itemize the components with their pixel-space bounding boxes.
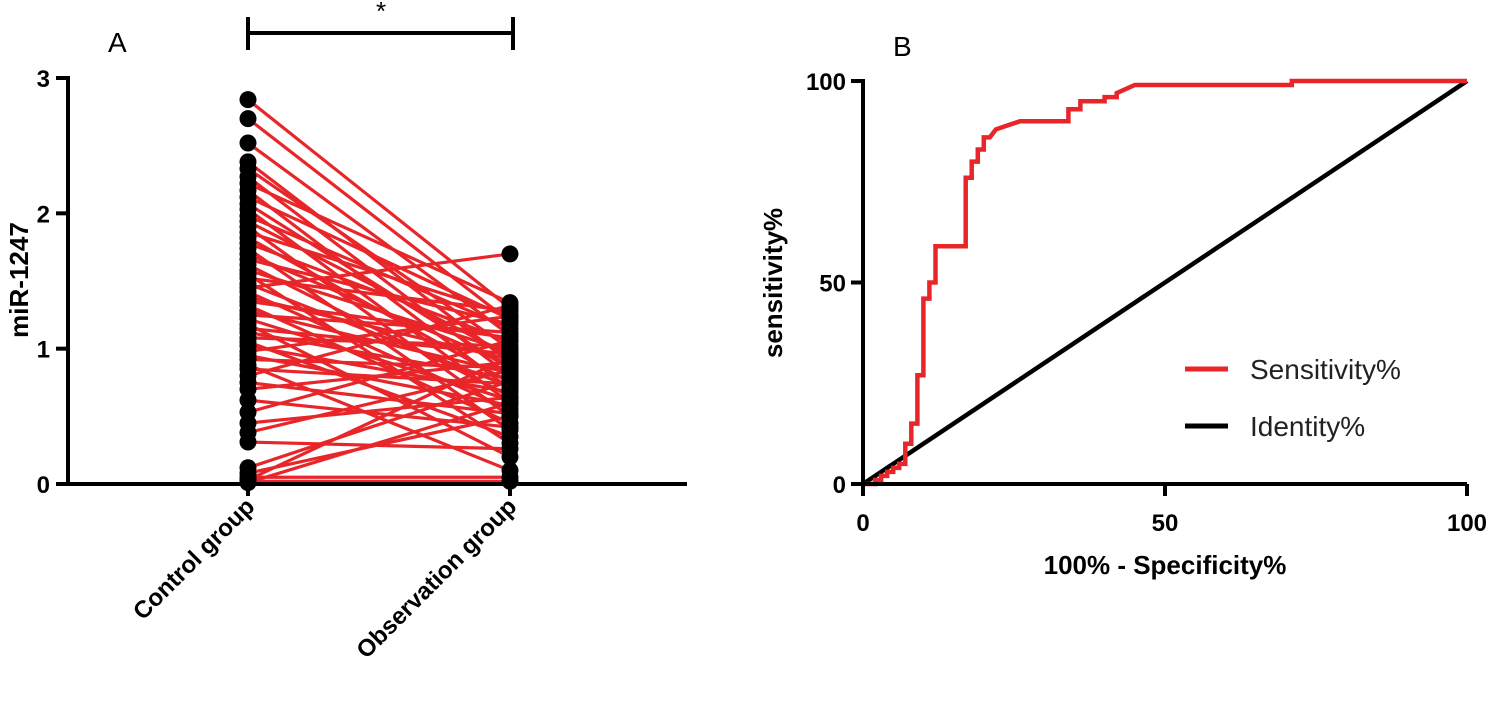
a-y-ticks: 0 1 2 3 <box>37 66 68 499</box>
pair-line-37 <box>247 340 511 439</box>
b-y-tick-label-0: 0 <box>833 472 846 499</box>
observation-point-44 <box>501 296 519 314</box>
pair-line-14 <box>247 230 511 317</box>
legend-label-1: Identity% <box>1250 411 1365 442</box>
pair-line-6 <box>247 182 511 305</box>
pair-line-57 <box>247 401 511 485</box>
pair-line-48 <box>247 339 511 414</box>
b-x-tick-label-100: 100 <box>1447 510 1487 537</box>
significance-label: * <box>376 0 386 26</box>
pair-line-31 <box>247 313 511 335</box>
pair-line-47 <box>247 398 511 429</box>
pair-line-19 <box>247 257 511 326</box>
observation-point-52 <box>501 372 519 390</box>
panel-b-label: B <box>893 31 912 62</box>
b-y-axis-title: sensitivity% <box>758 208 788 358</box>
b-y-tick-label-100: 100 <box>806 69 846 96</box>
pair-line-2 <box>247 141 511 337</box>
a-y-tick-label-0: 0 <box>37 472 50 499</box>
significance-bracket <box>246 17 515 50</box>
pair-line-25 <box>247 252 511 290</box>
pair-line-38 <box>247 344 511 394</box>
pair-line-39 <box>247 314 511 353</box>
pair-line-50 <box>247 368 511 435</box>
control-point-1 <box>239 110 257 128</box>
pair-line-1 <box>247 117 511 323</box>
panel-a-label: A <box>108 27 127 58</box>
a-y-axis-title: miR-1247 <box>4 222 34 338</box>
pair-line-0 <box>247 98 511 310</box>
a-x-tick-label-0: Control group <box>128 493 260 625</box>
b-y-tick-label-50: 50 <box>819 271 846 298</box>
pair-line-53 <box>247 414 511 475</box>
pair-line-9 <box>247 202 511 371</box>
data-points <box>239 91 519 492</box>
pair-line-45 <box>247 380 511 416</box>
panel-b: B 0 50 100 0 50 100 100% - Specificity% sens… <box>758 31 1487 580</box>
pair-line-55 <box>247 355 511 482</box>
a-x-tick-label-1: Observation group <box>351 493 522 664</box>
roc-series <box>861 78 1469 487</box>
a-y-tick-label-3: 3 <box>37 66 50 93</box>
pair-line-26 <box>247 290 511 412</box>
legend-label-0: Sensitivity% <box>1250 354 1401 385</box>
paired-lines <box>247 98 511 485</box>
b-x-ticks: 0 50 100 <box>856 484 1487 537</box>
a-y-tick-label-1: 1 <box>37 337 50 364</box>
pair-line-49 <box>247 395 511 425</box>
b-y-ticks: 0 50 100 <box>806 69 863 499</box>
observation-point-57 <box>501 394 519 412</box>
observation-point-48 <box>501 332 519 350</box>
pair-line-28 <box>247 299 511 340</box>
b-x-tick-label-50: 50 <box>1152 510 1179 537</box>
series-line-identity <box>861 79 1469 486</box>
observation-point-25 <box>501 245 519 263</box>
b-x-axis-title: 100% - Specificity% <box>1044 550 1287 580</box>
control-point-2 <box>239 134 257 152</box>
pair-line-44 <box>247 303 511 378</box>
a-x-ticks: Control group Observation group <box>128 484 522 664</box>
legend: Sensitivity% Identity% <box>1185 354 1401 442</box>
control-point-51 <box>239 433 257 451</box>
pair-line-20 <box>247 263 511 398</box>
observation-point-55 <box>501 348 519 366</box>
b-x-tick-label-0: 0 <box>856 510 869 537</box>
observation-point-51 <box>501 440 519 458</box>
control-point-0 <box>239 91 257 109</box>
control-point-47 <box>239 391 257 409</box>
pair-line-8 <box>247 195 511 321</box>
observation-point-53 <box>501 407 519 425</box>
series-line-sensitivity <box>863 78 1467 487</box>
pair-line-52 <box>247 379 511 470</box>
a-y-tick-label-2: 2 <box>37 201 50 228</box>
